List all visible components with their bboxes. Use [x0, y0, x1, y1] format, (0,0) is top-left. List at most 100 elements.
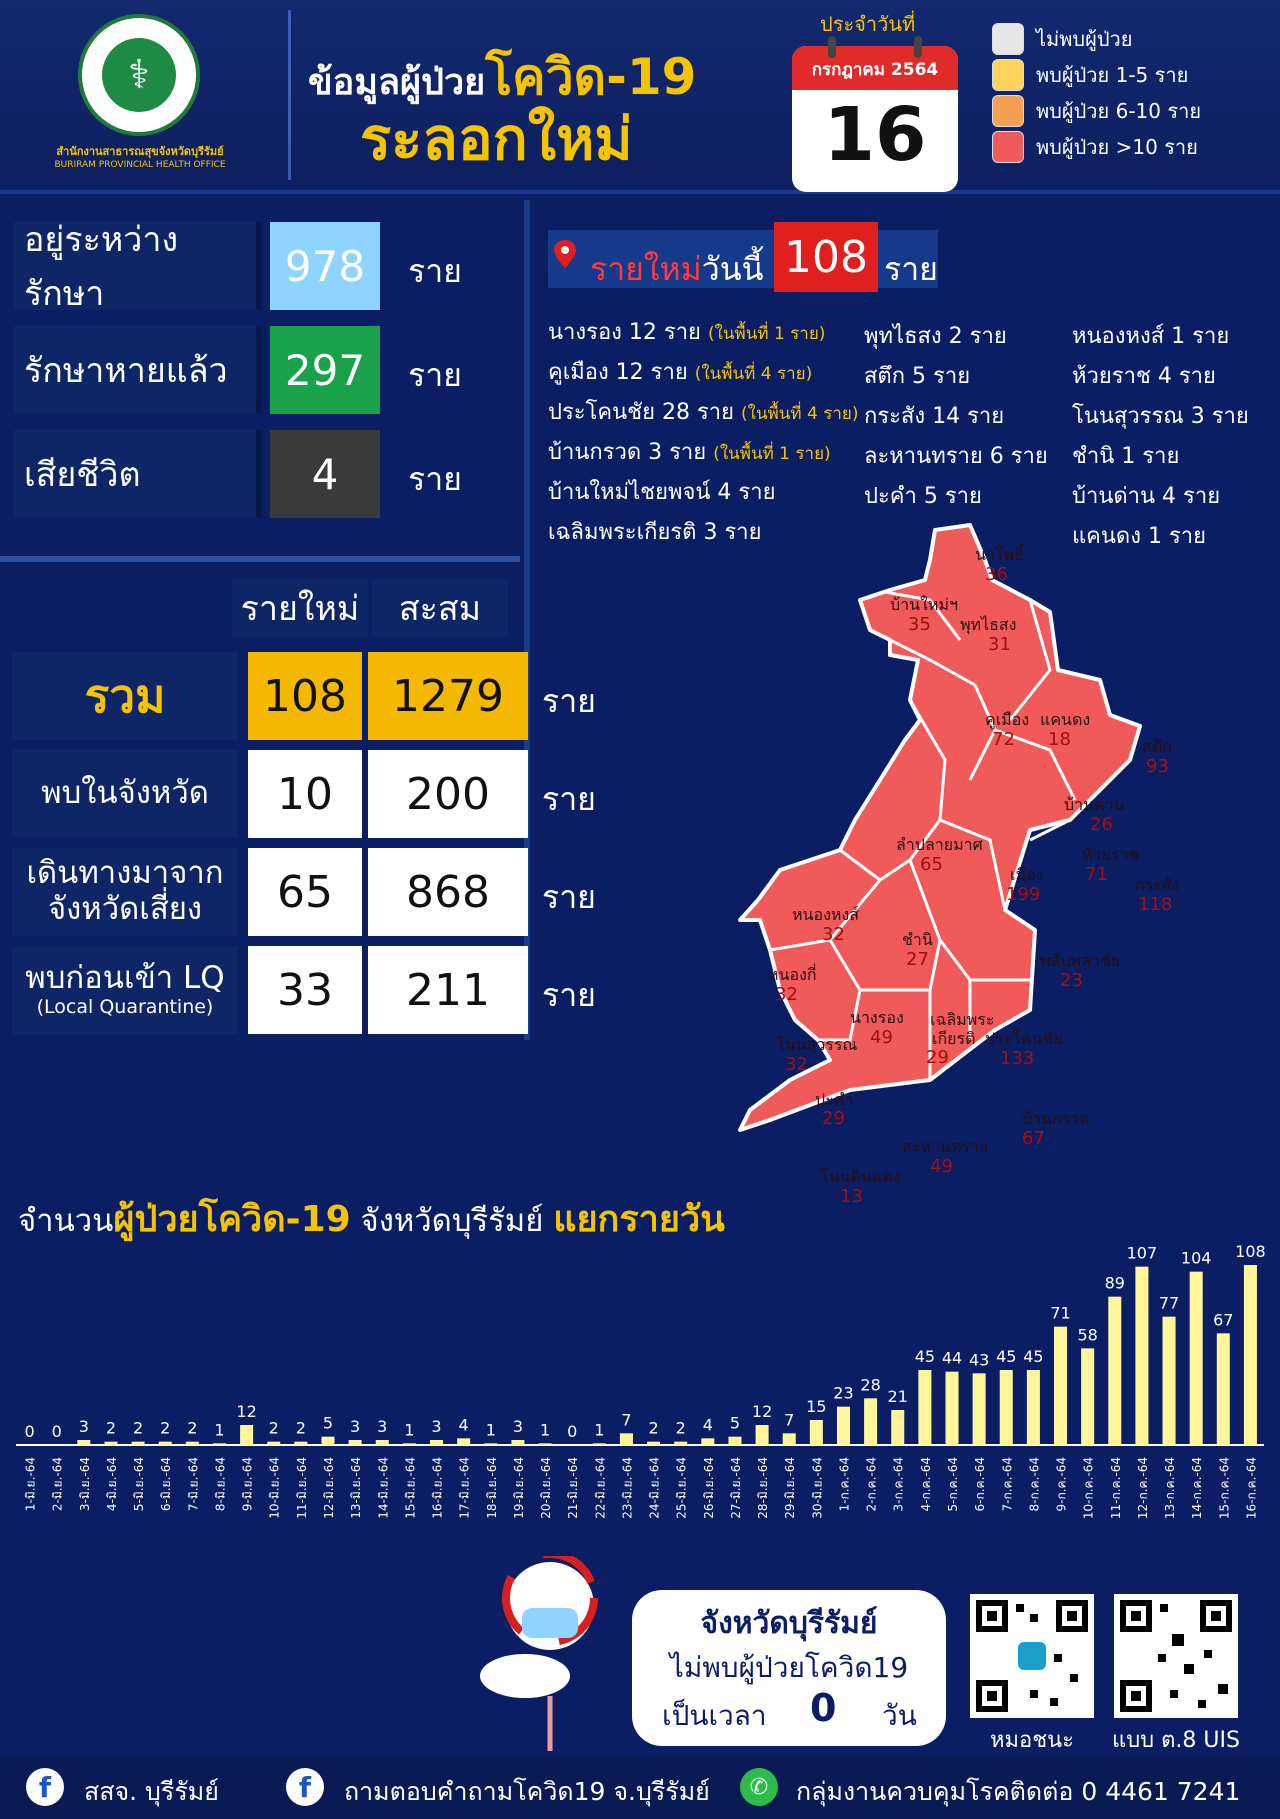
chart-bar [131, 1441, 145, 1445]
district-count-label: 36 [985, 564, 1008, 585]
svg-text:29: 29 [926, 1047, 949, 1068]
phone-icon[interactable]: ✆ [740, 1768, 778, 1806]
column-header-new: รายใหม่ [232, 578, 368, 638]
chart-bar [1026, 1370, 1040, 1445]
phone-contact[interactable]: กลุ่มงานควบคุมโรคติดต่อ 0 4461 7241 [796, 1777, 1241, 1806]
chart-title: จำนวนผู้ป่วยโควิด-19 จังหวัดบุรีรัมย์ แย… [18, 1190, 725, 1247]
chart-tick-label: 15-ก.ค.-64 [1217, 1457, 1231, 1519]
chart-tick-label: 26-มิ.ย.-64 [702, 1457, 716, 1519]
facebook-icon[interactable]: f [26, 1768, 64, 1806]
risk-province-new: 65 [248, 848, 362, 936]
district-name-label: บ้านใหม่ฯ [890, 595, 958, 614]
chart-tick-label: 29-มิ.ย.-64 [783, 1457, 797, 1519]
chart-tick-label: 28-มิ.ย.-64 [756, 1457, 770, 1519]
district-case-item: แคนดง 1 ราย [1072, 524, 1207, 549]
org-name-th: สำนักงานสาธารณสุขจังหวัดบุรีรัมย์ [56, 145, 224, 158]
header-banner: ⚕ สำนักงานสาธารณสุขจังหวัดบุรีรัมย์ BURI… [0, 0, 1280, 194]
chart-bar [755, 1425, 769, 1445]
chart-bar [294, 1441, 308, 1445]
row-label-text: พบในจังหวัด [41, 775, 209, 812]
chart-data-label: 77 [1159, 1294, 1179, 1313]
facebook-icon[interactable]: f [286, 1768, 324, 1806]
svg-text:133: 133 [1000, 1048, 1034, 1069]
qr-code-morchana[interactable] [970, 1594, 1094, 1718]
district-case-item: พุทไธสง 2 ราย [864, 324, 1007, 349]
chart-bar [728, 1436, 742, 1445]
chart-bar [348, 1440, 362, 1445]
chart-tick-label: 1-มิ.ย.-64 [24, 1457, 38, 1511]
row-unit: ราย [542, 682, 596, 720]
svg-text:49: 49 [930, 1156, 953, 1177]
chart-tick-label: 12-มิ.ย.-64 [322, 1457, 336, 1519]
chart-bar [212, 1443, 226, 1445]
qr-label-t8: แบบ ต.8 UIS [1112, 1728, 1240, 1753]
total-cumulative: 1279 [368, 652, 528, 740]
chart-bar [1135, 1266, 1149, 1445]
district-count-label: 31 [988, 634, 1011, 655]
svg-text:โนนดินแดง: โนนดินแดง [820, 1167, 900, 1186]
chart-data-label: 45 [1023, 1347, 1043, 1366]
district-case-note: (ในพื้นที่ 4 ราย) [694, 364, 813, 384]
chart-data-label: 5 [730, 1414, 740, 1433]
svg-text:35: 35 [908, 614, 931, 635]
svg-text:โนนสุวรรณ: โนนสุวรรณ [776, 1035, 857, 1055]
svg-text:บ้านกรวด: บ้านกรวด [1022, 1109, 1090, 1128]
chart-bar [891, 1410, 905, 1445]
legend-swatch [992, 95, 1024, 127]
chart-bar [1243, 1265, 1257, 1445]
district-count-label: 32 [785, 1054, 808, 1075]
svg-text:199: 199 [1006, 884, 1040, 905]
district-case-item: ปะคำ 5 ราย [864, 484, 982, 509]
district-name-label: นาโพธิ์ [975, 543, 1026, 564]
lq-new: 33 [248, 946, 362, 1034]
chart-bar [1081, 1348, 1095, 1445]
chart-data-label: 89 [1105, 1274, 1125, 1293]
district-count-label: 18 [1048, 729, 1071, 750]
svg-text:93: 93 [1146, 756, 1169, 777]
svg-text:65: 65 [920, 854, 943, 875]
row-unit: ราย [542, 878, 596, 916]
facebook-qa-link[interactable]: ถามตอบคำถามโควิด19 จ.บุรีรัมย์ [344, 1777, 710, 1806]
district-count-label: 29 [822, 1108, 845, 1129]
chart-data-label: 2 [187, 1419, 197, 1438]
district-name-label: ลำปลายมาศ [896, 835, 983, 854]
calendar-day: 16 [823, 92, 927, 178]
chart-tick-label: 14-มิ.ย.-64 [376, 1457, 390, 1519]
lq-cumulative: 211 [368, 946, 528, 1034]
row-label-text: พบก่อนเข้า LQ [25, 960, 225, 997]
chart-title-highlight: แยกรายวัน [553, 1199, 725, 1240]
chart-data-label: 45 [915, 1347, 935, 1366]
chart-bar [457, 1438, 471, 1445]
chart-data-label: 2 [269, 1419, 279, 1438]
facebook-page-link[interactable]: สสจ. บุรีรัมย์ [84, 1777, 219, 1806]
district-case-text: เฉลิมพระเกียรติ 3 ราย [548, 520, 762, 545]
district-name-label: บ้านกรวด [1022, 1109, 1090, 1128]
chart-data-label: 2 [676, 1419, 686, 1438]
chart-bar [158, 1441, 172, 1445]
chart-data-label: 1 [404, 1420, 414, 1439]
chart-data-label: 107 [1127, 1244, 1158, 1263]
qr-code-t8[interactable] [1114, 1594, 1238, 1718]
chart-data-label: 3 [377, 1417, 387, 1436]
district-case-item: กระสัง 14 ราย [864, 404, 1005, 429]
district-case-note: (ในพื้นที่ 1 ราย) [707, 324, 826, 344]
chart-bar [1054, 1326, 1068, 1445]
svg-text:นางรอง: นางรอง [850, 1008, 904, 1027]
district-count-label: 32 [775, 984, 798, 1005]
row-label-in-province: พบในจังหวัด [12, 750, 238, 838]
status-label-recovered: รักษาหายแล้ว [14, 326, 262, 414]
chart-bar [945, 1371, 959, 1445]
chart-bar [1108, 1296, 1122, 1445]
svg-text:บ้านใหม่ฯ: บ้านใหม่ฯ [890, 595, 958, 614]
new-today-count: 108 [774, 222, 878, 292]
chart-tick-label: 1-ก.ค.-64 [837, 1457, 851, 1512]
chart-data-label: 12 [236, 1402, 256, 1421]
svg-text:บ้านด่าน: บ้านด่าน [1064, 795, 1124, 814]
chart-data-label: 3 [513, 1417, 523, 1436]
svg-text:เฉลิมพระ: เฉลิมพระ [930, 1010, 994, 1029]
chart-bar [809, 1420, 823, 1445]
chart-tick-label: 16-ก.ค.-64 [1244, 1457, 1258, 1519]
chart-tick-label: 21-มิ.ย.-64 [566, 1457, 580, 1519]
new-today-label-white: วันนี้ [701, 250, 764, 288]
chart-tick-label: 3-ก.ค.-64 [892, 1457, 906, 1512]
